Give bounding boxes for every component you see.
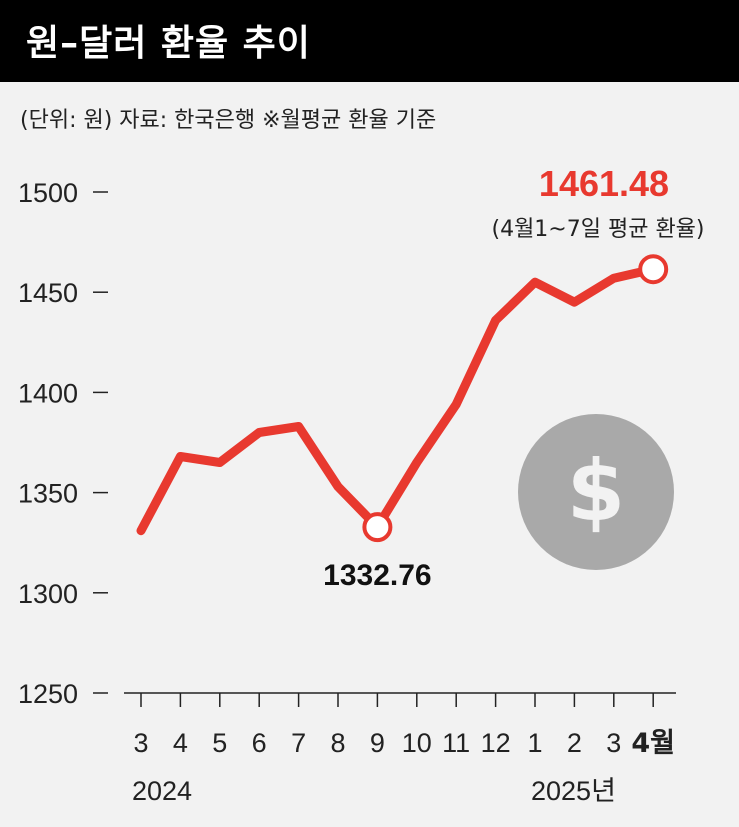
x-tick-label: 10 bbox=[402, 728, 432, 758]
x-tick-label: 3 bbox=[133, 728, 148, 758]
chart-subtitle: (단위: 원) 자료: 한국은행 ※월평균 환율 기준 bbox=[20, 108, 437, 133]
x-tick-label: 3 bbox=[606, 728, 621, 758]
x-tick-label: 5 bbox=[212, 728, 227, 758]
year-label: 2025년 bbox=[531, 776, 616, 806]
x-tick-label: 1 bbox=[527, 728, 542, 758]
y-tick-label: 1500 bbox=[18, 178, 78, 208]
x-tick-label: 12 bbox=[481, 728, 511, 758]
dollar-coin-icon: $ bbox=[518, 414, 674, 570]
y-tick-label: 1250 bbox=[18, 679, 78, 709]
y-tick-label: 1300 bbox=[18, 579, 78, 609]
x-tick-label: 6 bbox=[252, 728, 267, 758]
latest-value-note: (4월1~7일 평균 환율) bbox=[491, 217, 704, 242]
highlight-point bbox=[362, 512, 393, 543]
y-tick-label: 1400 bbox=[18, 378, 78, 408]
low-value-label: 1332.76 bbox=[323, 559, 431, 592]
series-line bbox=[136, 264, 658, 536]
year-label: 2024 bbox=[132, 776, 192, 806]
latest-value-label: 1461.48 bbox=[539, 163, 669, 204]
highlight-point bbox=[638, 254, 669, 285]
x-tick-label: 9 bbox=[370, 728, 385, 758]
svg-text:$: $ bbox=[567, 442, 625, 540]
y-axis: 1250 1300 1350 1400 1450 1500 bbox=[18, 178, 108, 709]
x-tick-label: 11 bbox=[442, 728, 470, 758]
x-tick-label: 4월 bbox=[631, 728, 675, 759]
title-bar: 원–달러 환율 추이 bbox=[0, 0, 739, 82]
x-tick-label: 7 bbox=[291, 728, 306, 758]
x-tick-label: 2 bbox=[567, 728, 582, 758]
annotations-layer: 1461.48 (4월1~7일 평균 환율) 1332.76 bbox=[323, 163, 704, 592]
x-tick-label: 8 bbox=[330, 728, 345, 758]
y-tick-label: 1450 bbox=[18, 278, 78, 308]
y-tick-label: 1350 bbox=[18, 479, 78, 509]
chart-title: 원–달러 환율 추이 bbox=[26, 23, 311, 64]
series-layer bbox=[136, 264, 658, 536]
x-tick-label: 4 bbox=[173, 728, 188, 758]
